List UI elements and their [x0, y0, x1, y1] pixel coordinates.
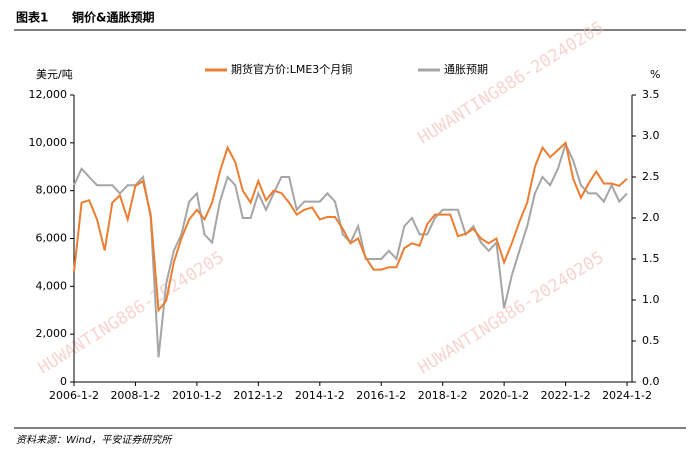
y2-tick-label: 0.5 [642, 334, 660, 347]
x-tick-label: 2024-1-2 [602, 389, 652, 402]
figure-label: 图表1 [16, 10, 48, 25]
y2-axis-label: % [650, 68, 660, 81]
x-tick-label: 2016-1-2 [356, 389, 406, 402]
y-tick-label: 6,000 [36, 232, 68, 245]
x-tick-label: 2022-1-2 [541, 389, 591, 402]
watermark: HUWANTING886-20240205 [35, 248, 228, 379]
y2-tick-label: 3.5 [642, 88, 660, 101]
legend-label: 通胀预期 [444, 63, 488, 76]
x-tick-label: 2008-1-2 [110, 389, 160, 402]
watermark: HUWANTING886-20240205 [415, 18, 608, 149]
y2-tick-label: 2.0 [642, 211, 660, 224]
x-tick-label: 2020-1-2 [479, 389, 529, 402]
y-axis-label: 美元/吨 [36, 68, 73, 81]
legend-label: 期货官方价:LME3个月铜 [231, 62, 352, 76]
y-tick-label: 8,000 [36, 184, 68, 197]
source: 资料来源：Wind，平安证券研究所 [16, 434, 173, 446]
y-tick-label: 10,000 [29, 136, 68, 149]
y2-tick-label: 1.5 [642, 252, 660, 265]
y2-tick-label: 1.0 [642, 293, 660, 306]
watermark: HUWANTING886-20240205 [415, 248, 608, 379]
y-tick-label: 4,000 [36, 279, 68, 292]
x-tick-label: 2010-1-2 [172, 389, 222, 402]
y-tick-label: 12,000 [29, 88, 68, 101]
x-tick-label: 2018-1-2 [418, 389, 468, 402]
x-tick-label: 2006-1-2 [49, 389, 99, 402]
x-tick-label: 2012-1-2 [233, 389, 283, 402]
series-line [73, 140, 628, 313]
chart-title: 铜价&通胀预期 [72, 10, 154, 25]
series-line [73, 141, 628, 358]
y2-tick-label: 3.0 [642, 129, 660, 142]
y2-tick-label: 2.5 [642, 170, 660, 183]
x-tick-label: 2014-1-2 [295, 389, 345, 402]
y-tick-label: 0 [60, 375, 67, 388]
y2-tick-label: 0.0 [642, 375, 660, 388]
y-tick-label: 2,000 [36, 327, 68, 340]
